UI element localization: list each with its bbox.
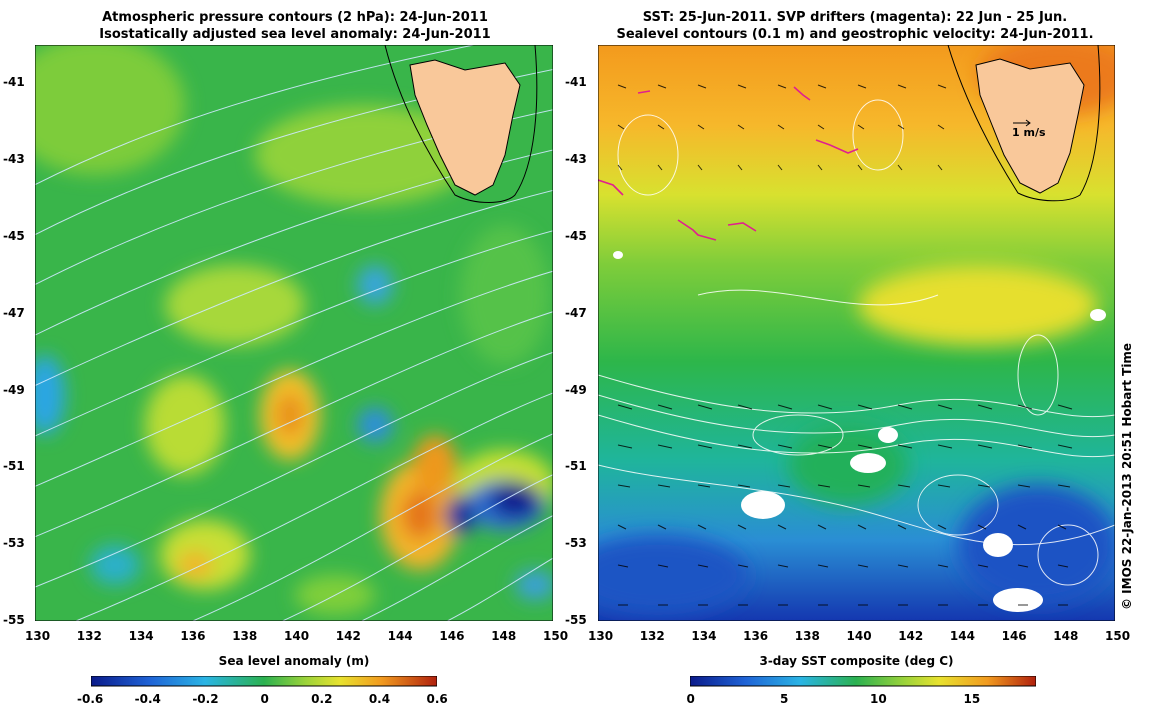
right-colorbar-tick-label: 0 <box>686 692 695 706</box>
left-colorbar-tick-label: -0.2 <box>192 692 219 706</box>
left-colorbar-tick-label: -0.6 <box>77 692 104 706</box>
right-colorbar-label: 3-day SST composite (deg C) <box>759 654 954 668</box>
left-lat-tick-label: -53 <box>3 536 25 551</box>
right-lon-tick-label: 146 <box>1001 629 1027 643</box>
right-lat-tick-label: -53 <box>565 536 587 551</box>
tasmania-land <box>975 58 1085 194</box>
right-lat-tick-label: -45 <box>565 229 587 243</box>
velocity-scale-label: 1 m/s <box>1012 126 1046 139</box>
right-lon-tick-label: 144 <box>949 629 975 643</box>
right-lon-tick-label: 142 <box>898 629 924 643</box>
left-lon-tick-label: 144 <box>387 629 413 643</box>
right-lat-tick-label: -43 <box>565 152 587 167</box>
right-colorbar-tick-label: 10 <box>870 692 887 706</box>
left-lon-tick-label: 146 <box>439 629 465 643</box>
left-lon-tick-label: 130 <box>25 629 51 643</box>
left-colorbar-tick-label: 0.2 <box>311 692 333 706</box>
left-lon-tick-label: 138 <box>232 629 258 643</box>
right-lat-tick-label: -41 <box>565 75 587 90</box>
left-lon-tick-label: 140 <box>284 629 310 643</box>
left-colorbar-tick-label: 0 <box>260 692 269 706</box>
right-lon-tick-label: 136 <box>743 629 769 643</box>
left-lon-tick-label: 148 <box>491 629 517 643</box>
right-lon-tick-label: 148 <box>1053 629 1079 643</box>
right-lon-tick-label: 138 <box>794 629 820 643</box>
sst-colorbar <box>690 676 1036 687</box>
left-lat-tick-label: -47 <box>3 305 25 320</box>
tasmania-land <box>409 59 521 196</box>
right-lat-tick-label: -55 <box>565 613 587 627</box>
right-title-line2: Sealevel contours (0.1 m) and geostrophi… <box>616 27 1094 42</box>
left-title-line1: Atmospheric pressure contours (2 hPa): 2… <box>102 10 488 25</box>
left-lon-tick-label: 142 <box>335 629 361 643</box>
left-lon-tick-label: 136 <box>180 629 206 643</box>
left-title-line2: Isostatically adjusted sea level anomaly… <box>99 27 491 42</box>
left-colorbar-label: Sea level anomaly (m) <box>218 654 370 668</box>
sea-level-anomaly-map <box>35 45 553 621</box>
left-lon-tick-label: 134 <box>128 629 154 643</box>
left-lat-tick-label: -55 <box>3 613 25 627</box>
left-colorbar-tick-label: 0.4 <box>368 692 391 706</box>
left-lon-tick-label: 150 <box>543 629 569 643</box>
right-lon-tick-label: 150 <box>1105 629 1131 643</box>
right-colorbar-tick-label: 15 <box>963 692 981 706</box>
left-lat-tick-label: -49 <box>3 382 25 397</box>
right-lat-tick-label: -49 <box>565 382 587 397</box>
left-map-title: Atmospheric pressure contours (2 hPa): 2… <box>35 9 555 43</box>
left-lon-tick-label: 132 <box>76 629 102 643</box>
left-colorbar-tick-label: -0.4 <box>134 692 161 706</box>
left-lat-tick-label: -51 <box>3 459 25 474</box>
imos-credit: © IMOS 22-Jan-2013 20:51 Hobart Time <box>1120 342 1134 610</box>
right-title-line1: SST: 25-Jun-2011. SVP drifters (magenta)… <box>642 10 1068 25</box>
right-lon-tick-label: 134 <box>691 629 717 643</box>
right-map-title: SST: 25-Jun-2011. SVP drifters (magenta)… <box>595 9 1115 43</box>
left-colorbar-tick-label: 0.6 <box>426 692 448 706</box>
right-lat-tick-label: -47 <box>565 305 587 320</box>
right-lat-tick-label: -51 <box>565 459 587 474</box>
right-lon-tick-label: 130 <box>588 629 614 643</box>
sst-map <box>598 45 1115 621</box>
left-lat-tick-label: -41 <box>3 75 25 90</box>
sea-level-anomaly-colorbar <box>91 676 437 687</box>
right-lon-tick-label: 132 <box>639 629 665 643</box>
left-lat-tick-label: -43 <box>3 152 25 167</box>
right-lon-tick-label: 140 <box>846 629 872 643</box>
left-lat-tick-label: -45 <box>3 229 25 243</box>
right-colorbar-tick-label: 5 <box>780 692 789 706</box>
